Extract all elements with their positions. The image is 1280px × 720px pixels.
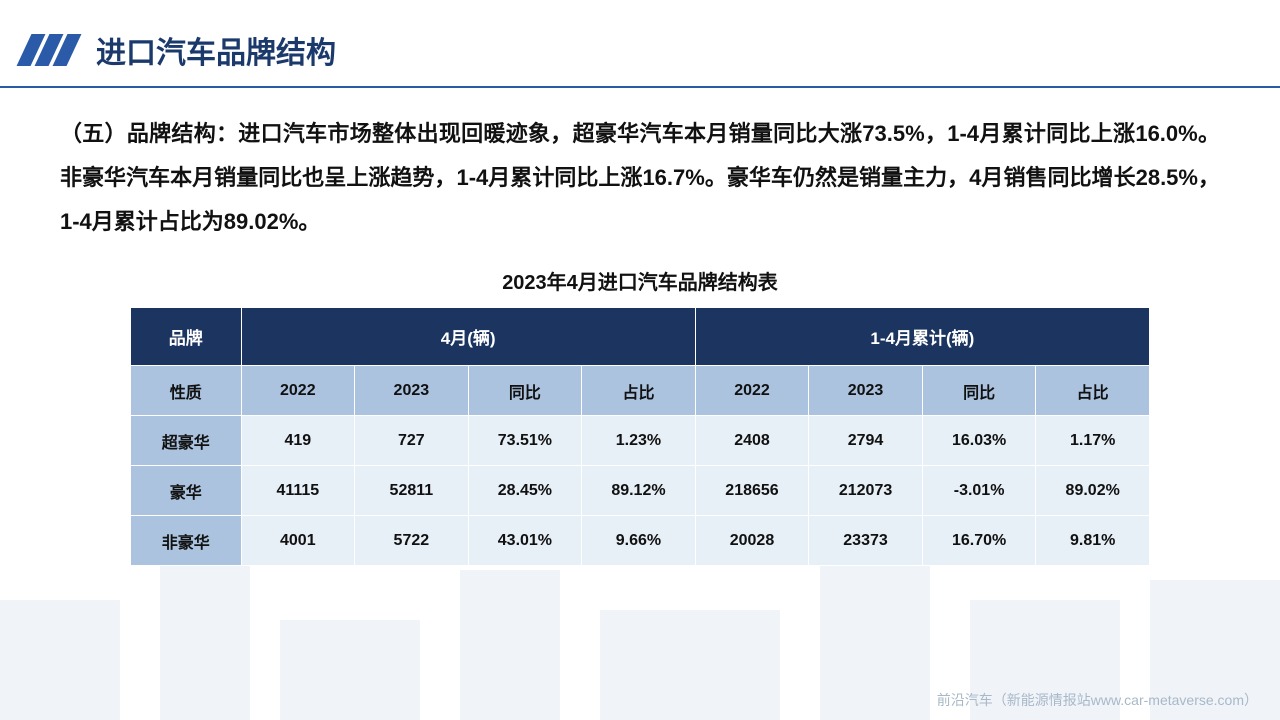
col-nature: 性质 (131, 366, 242, 416)
table-row: 豪华 41115 52811 28.45% 89.12% 218656 2120… (131, 466, 1150, 516)
title-stripes-icon (24, 34, 74, 66)
slide-title: 进口汽车品牌结构 (96, 28, 336, 72)
body-paragraph: （五）品牌结构：进口汽车市场整体出现回暖迹象，超豪华汽车本月销量同比大涨73.5… (0, 88, 1280, 244)
col-cum-yoy: 同比 (922, 366, 1036, 416)
brand-structure-table: 品牌 4月(辆) 1-4月累计(辆) 性质 2022 2023 同比 占比 20… (130, 307, 1150, 566)
col-apr-yoy: 同比 (468, 366, 582, 416)
table-title: 2023年4月进口汽车品牌结构表 (0, 266, 1280, 295)
col-apr-2022: 2022 (241, 366, 355, 416)
col-cum-2023: 2023 (809, 366, 923, 416)
table-row: 超豪华 419 727 73.51% 1.23% 2408 2794 16.03… (131, 416, 1150, 466)
footer-credit: 前沿汽车（新能源情报站www.car-metaverse.com） (937, 690, 1258, 710)
col-apr-share: 占比 (582, 366, 696, 416)
table-row: 非豪华 4001 5722 43.01% 9.66% 20028 23373 1… (131, 516, 1150, 566)
slide-header: 进口汽车品牌结构 (0, 0, 1280, 88)
col-cumulative: 1-4月累计(辆) (695, 308, 1149, 366)
col-cum-2022: 2022 (695, 366, 809, 416)
col-brand: 品牌 (131, 308, 242, 366)
col-apr-2023: 2023 (355, 366, 469, 416)
col-april: 4月(辆) (241, 308, 695, 366)
col-cum-share: 占比 (1036, 366, 1150, 416)
